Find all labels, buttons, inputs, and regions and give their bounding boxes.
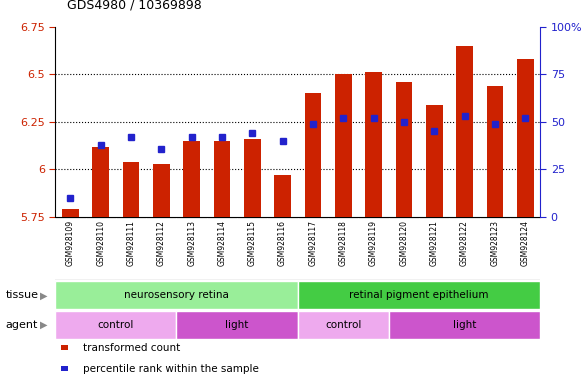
Text: ▶: ▶ xyxy=(40,320,47,330)
Bar xyxy=(335,74,352,217)
Bar xyxy=(297,311,389,339)
Bar xyxy=(92,147,109,217)
Bar xyxy=(389,311,540,339)
Text: control: control xyxy=(325,320,361,330)
Bar xyxy=(177,311,297,339)
Bar xyxy=(304,93,321,217)
Text: light: light xyxy=(453,320,476,330)
Text: GSM928123: GSM928123 xyxy=(490,220,499,266)
Text: GSM928110: GSM928110 xyxy=(96,220,105,266)
Text: ▶: ▶ xyxy=(40,290,47,300)
Bar xyxy=(486,86,503,217)
Text: GSM928122: GSM928122 xyxy=(460,220,469,266)
Text: GSM928115: GSM928115 xyxy=(248,220,257,266)
Bar xyxy=(183,141,200,217)
Text: GDS4980 / 10369898: GDS4980 / 10369898 xyxy=(67,0,202,12)
Text: agent: agent xyxy=(6,320,38,330)
Bar xyxy=(62,209,78,217)
Text: control: control xyxy=(98,320,134,330)
Bar xyxy=(123,162,139,217)
Bar xyxy=(396,82,413,217)
Text: neurosensory retina: neurosensory retina xyxy=(124,290,229,300)
Bar xyxy=(55,281,297,309)
Text: GSM928113: GSM928113 xyxy=(187,220,196,266)
Bar xyxy=(517,59,533,217)
Text: GSM928120: GSM928120 xyxy=(399,220,408,266)
Text: GSM928116: GSM928116 xyxy=(278,220,287,266)
Text: GSM928111: GSM928111 xyxy=(127,220,135,266)
Text: GSM928114: GSM928114 xyxy=(217,220,227,266)
Bar xyxy=(456,46,473,217)
Bar xyxy=(153,164,170,217)
Bar xyxy=(297,281,540,309)
Bar xyxy=(274,175,291,217)
Text: GSM928112: GSM928112 xyxy=(157,220,166,266)
Text: light: light xyxy=(225,320,249,330)
Text: tissue: tissue xyxy=(6,290,39,300)
Text: GSM928118: GSM928118 xyxy=(339,220,348,266)
Bar xyxy=(365,73,382,217)
Text: percentile rank within the sample: percentile rank within the sample xyxy=(83,364,259,374)
Text: transformed count: transformed count xyxy=(83,343,180,353)
Bar xyxy=(214,141,230,217)
Text: GSM928124: GSM928124 xyxy=(521,220,530,266)
Bar xyxy=(426,105,443,217)
Text: GSM928119: GSM928119 xyxy=(369,220,378,266)
Text: GSM928117: GSM928117 xyxy=(309,220,317,266)
Bar xyxy=(55,311,177,339)
Text: GSM928121: GSM928121 xyxy=(430,220,439,266)
Text: retinal pigment epithelium: retinal pigment epithelium xyxy=(349,290,489,300)
Text: GSM928109: GSM928109 xyxy=(66,220,75,266)
Bar xyxy=(244,139,261,217)
